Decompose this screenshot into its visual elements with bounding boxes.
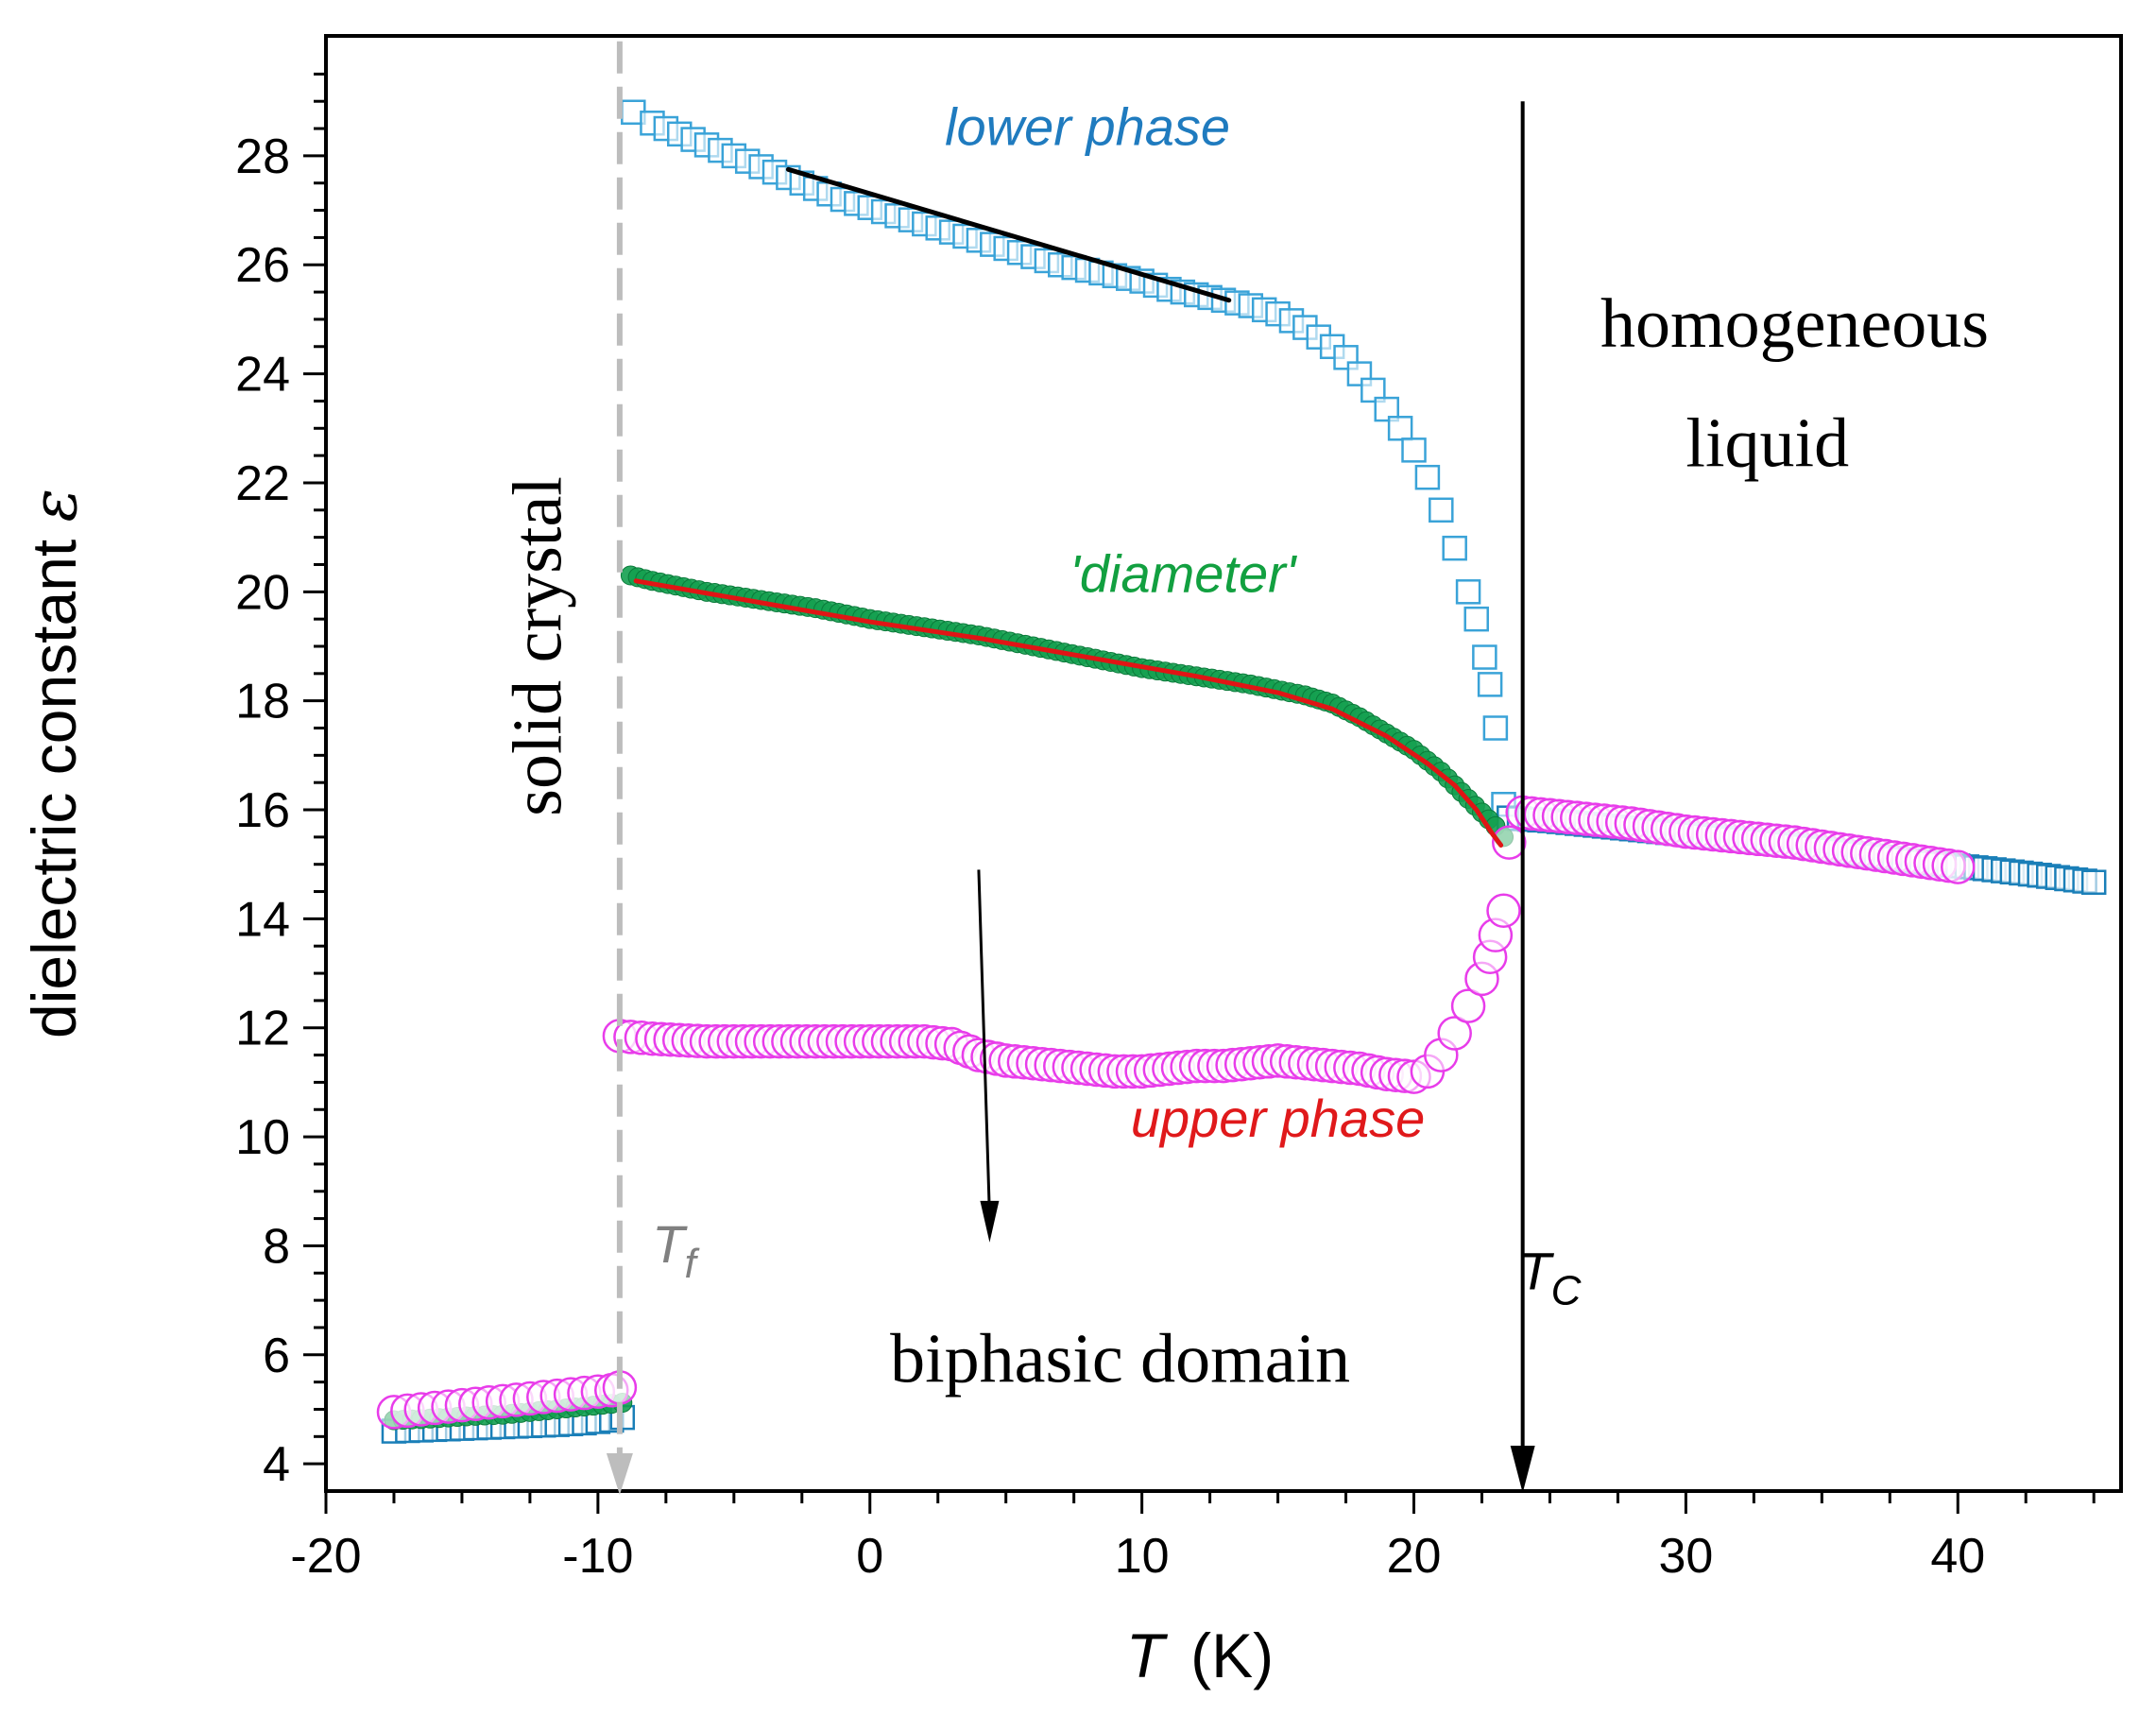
plot-frame (324, 34, 2123, 1493)
down-arrowhead (980, 1200, 1000, 1243)
x-axis-variable: T (1126, 1621, 1169, 1690)
data-point (1482, 715, 1509, 741)
down-arrow-line (977, 869, 991, 1216)
data-point (1450, 988, 1486, 1023)
y-axis-title: dielectric constant ε (18, 489, 91, 1038)
data-point (1463, 606, 1489, 632)
data-point (2080, 869, 2107, 895)
series-lower-phase (621, 99, 1516, 817)
data-point (1437, 1016, 1472, 1051)
tf-label: Tf (652, 1214, 700, 1287)
data-point (1486, 893, 1521, 928)
series-upper-phase (602, 825, 1527, 1094)
diameter-label: 'diameter' (1069, 543, 1298, 603)
data-point (1360, 377, 1386, 403)
y-tick-label: 22 (235, 456, 290, 511)
data-point (1455, 579, 1481, 605)
x-tick-label: 40 (1930, 1529, 1985, 1584)
y-tick-label: 6 (263, 1329, 290, 1383)
series-upper-phase-liquid- (1505, 795, 1976, 884)
series-diameter (620, 565, 1514, 848)
fit-line (785, 166, 1232, 303)
data-point (1429, 497, 1454, 523)
x-tick-label: -20 (290, 1529, 361, 1584)
liquid-label: liquid (1685, 405, 1849, 483)
fit-line (633, 578, 1504, 849)
x-tick-label: 10 (1115, 1529, 1170, 1584)
y-tick-label: 20 (235, 565, 290, 620)
y-tick-label: 28 (235, 129, 290, 184)
y-tick-label: 24 (235, 348, 290, 403)
y-axis-symbol: ε (18, 489, 91, 522)
x-axis-title: T (K) (1126, 1621, 1274, 1690)
y-tick-label: 26 (235, 238, 290, 293)
y-tick-label: 10 (235, 1110, 290, 1165)
y-axis-label: dielectric constant (19, 522, 89, 1038)
annotations: lower phase 'diameter' upper phase homogene… (499, 41, 1989, 1495)
y-tick-label: 18 (235, 675, 290, 729)
data-point (1477, 672, 1503, 697)
tc-label: TC (1518, 1242, 1582, 1314)
tc-label-sub: C (1551, 1268, 1583, 1314)
tf-label-main: T (652, 1214, 688, 1274)
data-point (1472, 644, 1497, 670)
data-point (1401, 437, 1427, 463)
data-point (1442, 535, 1467, 561)
y-tick-label: 8 (263, 1219, 290, 1274)
data-point (1492, 825, 1527, 860)
homogeneous-label: homogeneous (1600, 285, 1989, 363)
data-point (1374, 396, 1399, 422)
y-tick-label: 4 (263, 1437, 290, 1492)
x-tick-label: 0 (856, 1529, 883, 1584)
lower-phase-label: lower phase (945, 96, 1230, 156)
tf-arrowhead (606, 1453, 633, 1495)
x-tick-label: 20 (1387, 1529, 1442, 1584)
data-point (1278, 308, 1305, 334)
tc-arrowhead (1510, 1446, 1535, 1493)
y-tick-label: 16 (235, 783, 290, 838)
labels: T (K) dielectric constant ε (18, 489, 1274, 1690)
x-tick-label: -10 (562, 1529, 633, 1584)
data-point (1941, 849, 1976, 884)
tf-label-sub: f (684, 1241, 700, 1287)
data-point (748, 154, 774, 180)
tc-label-main: T (1518, 1242, 1554, 1301)
solid-crystal-label: solid crystal (499, 476, 576, 816)
data-point (1387, 416, 1413, 441)
y-tick-label: 14 (235, 892, 290, 947)
y-tick-label: 12 (235, 1002, 290, 1056)
upper-phase-label: upper phase (1131, 1089, 1425, 1148)
axes: -20 -10 0 10 20 30 40 4 6 8 10 12 14 16 18 20 22 24 26 28 (235, 34, 2123, 1584)
data-point (1414, 464, 1441, 490)
x-tick-label: 30 (1658, 1529, 1713, 1584)
x-axis-unit: (K) (1190, 1621, 1274, 1690)
biphasic-domain-label: biphasic domain (890, 1321, 1350, 1398)
